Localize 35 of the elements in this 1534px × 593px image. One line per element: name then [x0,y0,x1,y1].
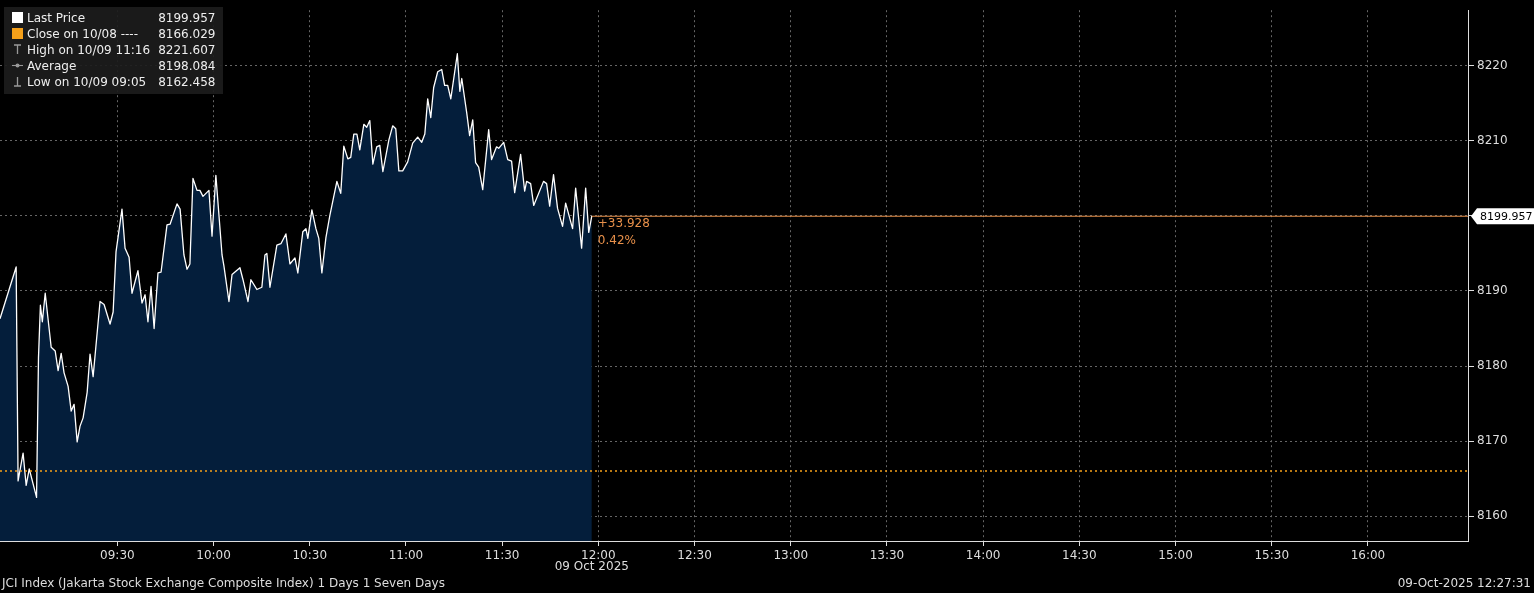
ref-line-label: 8199.957 [1480,210,1533,224]
annotation: Average [26,58,78,74]
y-tick-label: 8180 [1477,358,1508,373]
annotation: 8221.607 [157,42,217,58]
y-tick-label: 8160 [1477,508,1508,523]
text: 8199.957 [158,11,216,25]
y-tick-label: 8190 [1477,283,1508,298]
text: 09-Oct-2025 12:27:31 [1397,576,1531,590]
annotation: 8166.029 [157,26,217,42]
y-tick-label: 8220 [1477,57,1508,72]
text: JCI Index (Jakarta Stock Exchange Composite Index) 1 Days 1 Seven Days [2,576,445,590]
x-tick-label: 10:30 [292,548,328,563]
x-tick-label: 15:00 [1158,548,1193,563]
annotation: High on 10/09 11:16 [26,42,152,58]
annotation: 8198.084 [157,58,217,74]
annotation: 0.42% [597,233,636,248]
x-tick-label: 15:30 [1254,548,1290,563]
x-tick-label: 14:00 [965,548,1001,563]
legend-label: Close on 10/08 ---- [26,26,139,42]
legend-label: Last Price [26,10,87,26]
y-tick-label: 8170 [1477,433,1508,448]
x-tick-label: 14:30 [1062,548,1097,563]
x-tick-label: 10:00 [196,548,231,563]
text: 09 Oct 2025 [554,559,629,574]
annotation: +33.928 [597,216,650,231]
x-tick-label: 11:30 [484,548,520,563]
annotation: 8162.458 [157,74,217,90]
x-tick-label: 12:30 [677,548,712,563]
annotation: Low on 10/09 09:05 [26,74,148,90]
x-tick-label: 13:30 [869,548,905,563]
x-tick-label: 13:00 [773,548,809,563]
x-tick-label: 16:00 [1350,548,1386,563]
x-tick-label: 09:30 [100,548,135,563]
y-tick-label: 8210 [1477,132,1508,147]
x-tick-label: 11:00 [388,548,424,563]
